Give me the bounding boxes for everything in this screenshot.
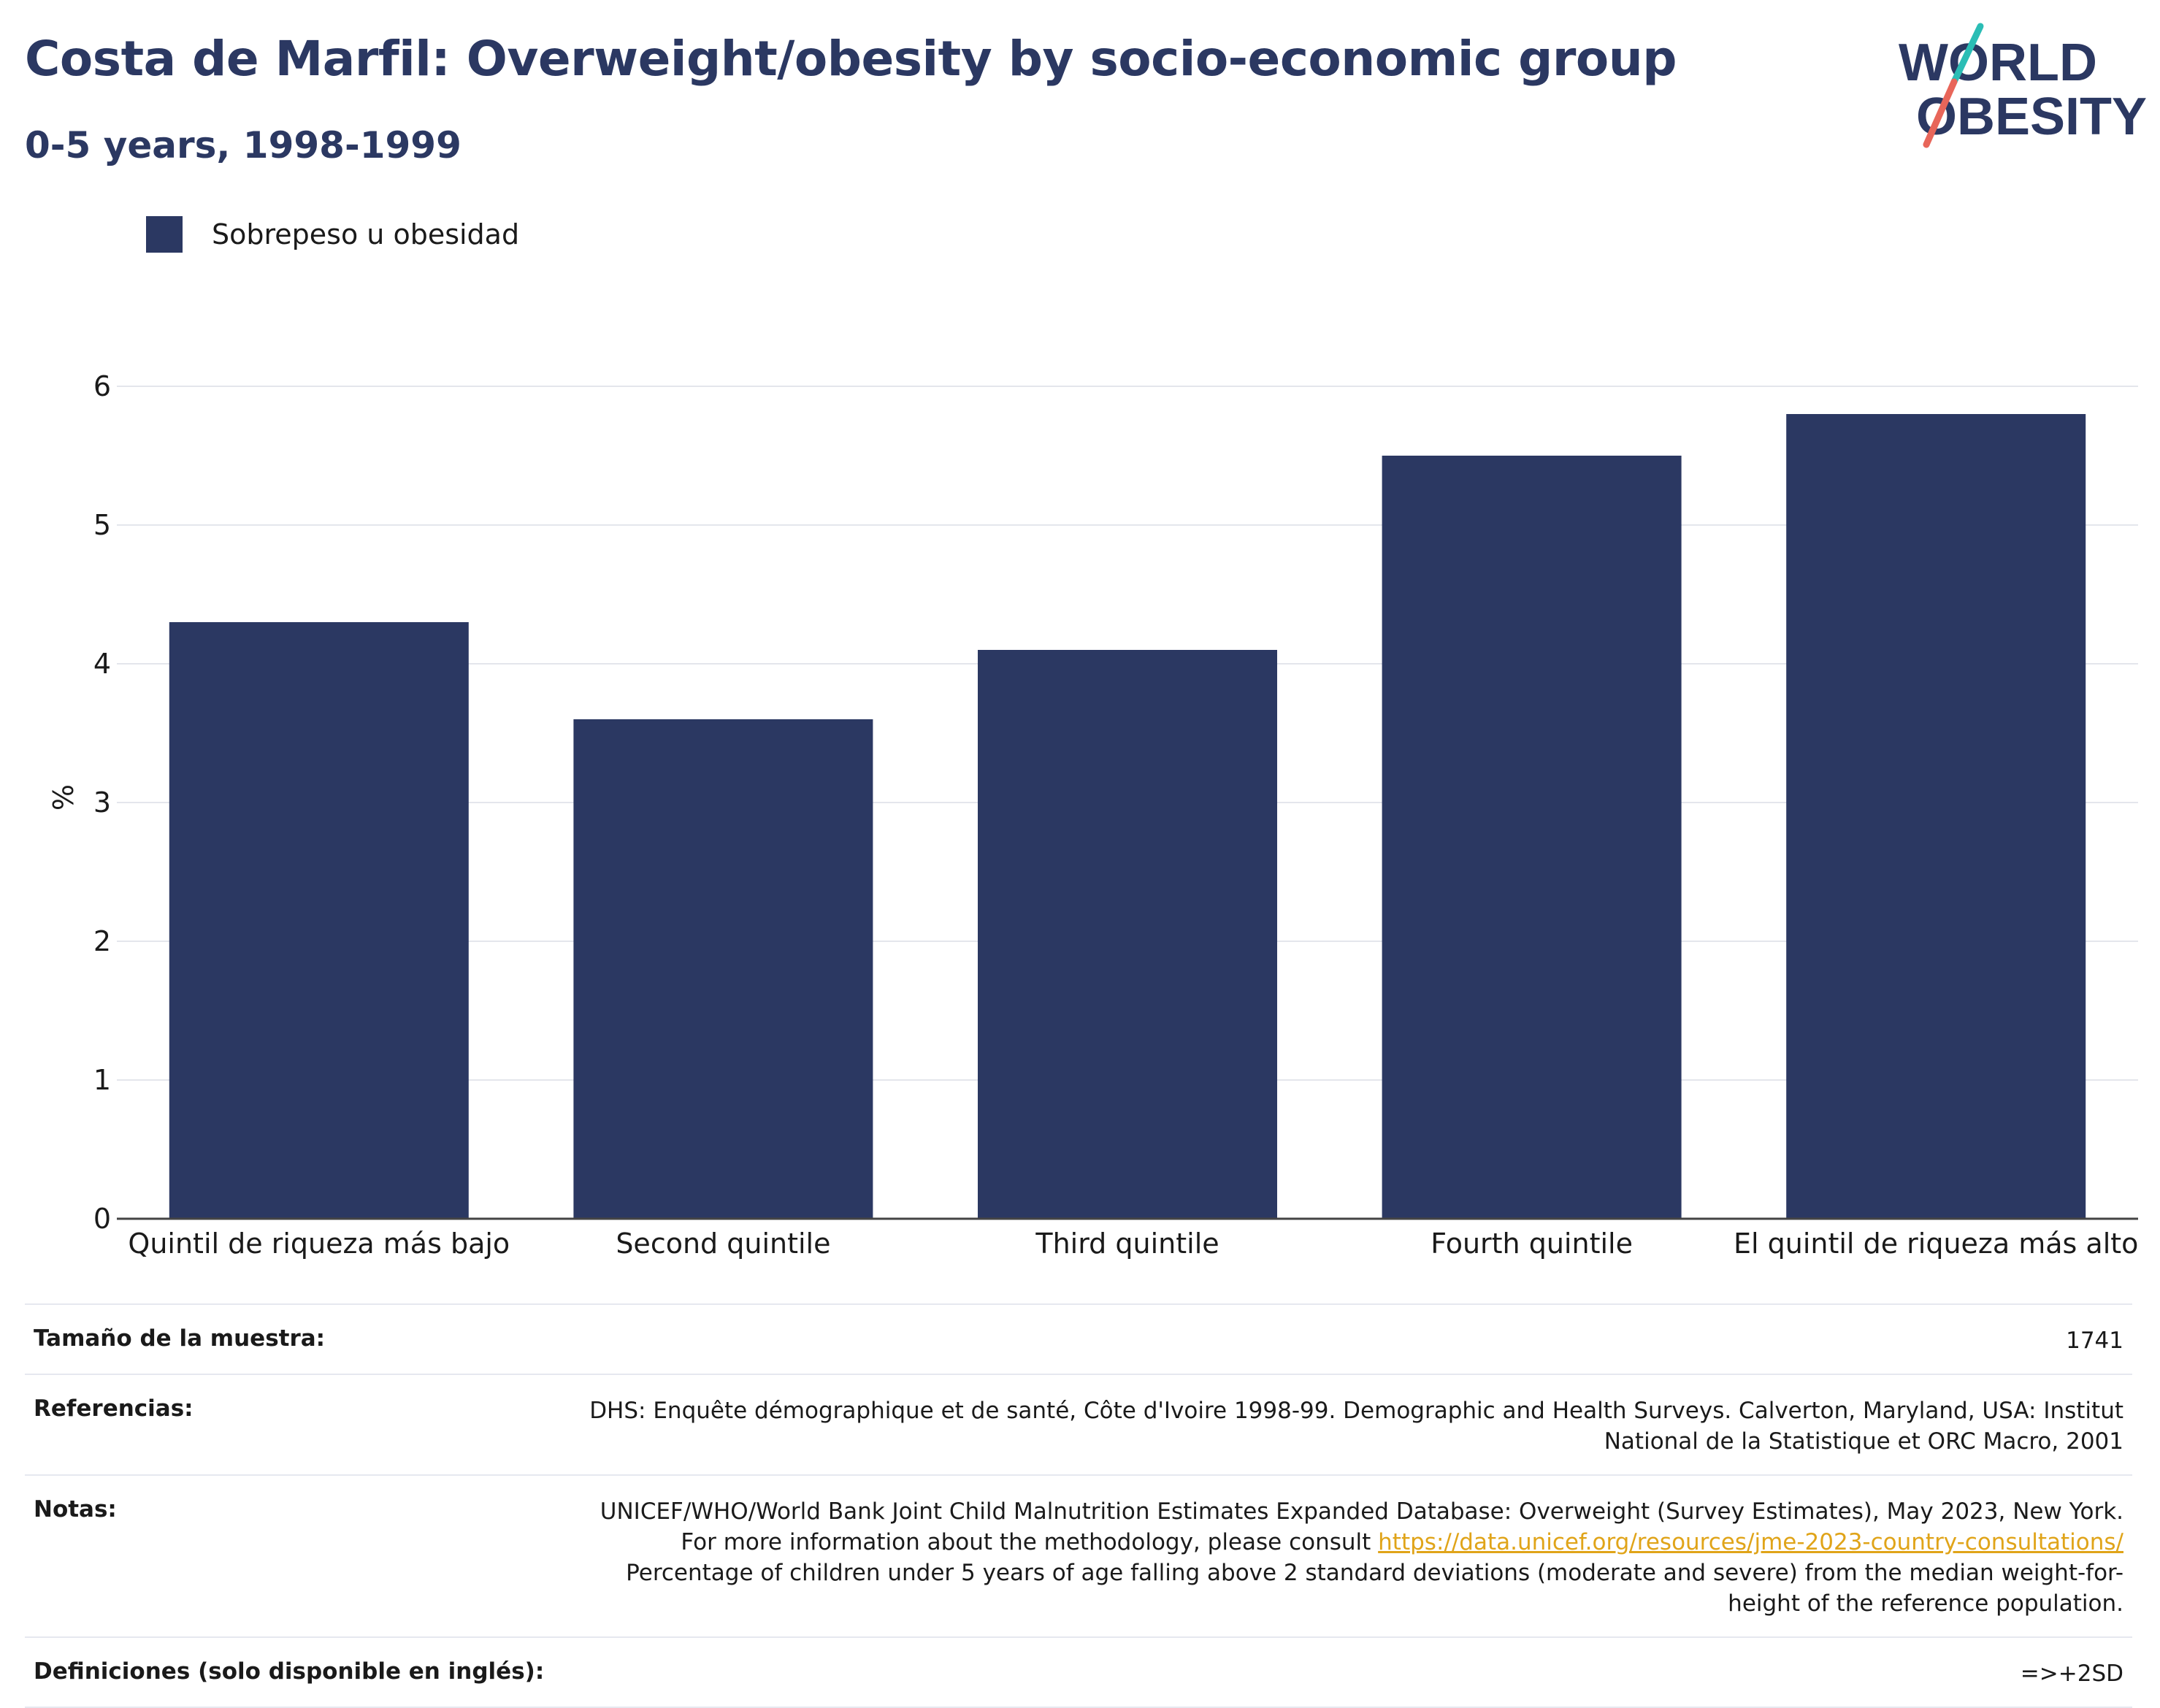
world-obesity-logo: WORLD OBESITY [1899, 23, 2147, 148]
x-tick-label: Third quintile [1035, 1228, 1219, 1260]
notes-text-1: UNICEF/WHO/World Bank Joint Child Malnut… [600, 1498, 2123, 1555]
bar [1786, 414, 2086, 1219]
sample-size-value: 1741 [2066, 1328, 2123, 1354]
y-axis-ticks: 0 1 2 3 4 5 6 [93, 370, 111, 1235]
meta-row-sample: Tamaño de la muestra: 1741 [25, 1303, 2132, 1374]
y-tick-label: 5 [93, 509, 111, 541]
y-tick-label: 0 [93, 1203, 111, 1235]
x-tick-label: El quintil de riqueza más alto [1734, 1228, 2138, 1260]
references-label: Referencias: [34, 1395, 194, 1422]
notes-text-2: Percentage of children under 5 years of … [626, 1560, 2123, 1617]
y-axis-label: % [46, 784, 78, 811]
legend-label: Sobrepeso u obesidad [212, 218, 520, 250]
logo-slash-coral [1923, 78, 1958, 148]
legend-swatch [146, 216, 183, 253]
meta-row-references: Referencias: DHS: Enquête démographique … [25, 1374, 2132, 1474]
legend: Sobrepeso u obesidad [146, 216, 519, 253]
bar [169, 622, 469, 1219]
metadata-table: Tamaño de la muestra: 1741 Referencias: … [25, 1303, 2132, 1708]
y-tick-label: 2 [93, 925, 111, 957]
notes-label: Notas: [34, 1496, 117, 1523]
definitions-value: =>+2SD [2020, 1661, 2123, 1687]
x-tick-label: Second quintile [616, 1228, 830, 1260]
logo-line2: OBESITY [1916, 88, 2147, 146]
chart-subtitle: 0-5 years, 1998-1999 [25, 124, 462, 166]
y-tick-label: 6 [93, 370, 111, 402]
logo-line1: WORLD [1899, 34, 2097, 92]
x-tick-label: Fourth quintile [1431, 1228, 1633, 1260]
bars [169, 414, 2086, 1219]
references-value: DHS: Enquête démographique et de santé, … [589, 1398, 2123, 1455]
bar-chart: 0 1 2 3 4 5 6 % Quintil de riqueza más bajo Sec… [46, 370, 2138, 1260]
y-tick-label: 4 [93, 648, 111, 680]
logo-slash-teal [1950, 23, 1984, 85]
y-tick-label: 1 [93, 1064, 111, 1096]
methodology-link[interactable]: https://data.unicef.org/resources/jme-20… [1378, 1529, 2123, 1555]
x-axis-labels: Quintil de riqueza más bajo Second quinti… [128, 1228, 2138, 1260]
sample-size-label: Tamaño de la muestra: [34, 1325, 326, 1352]
meta-row-definitions: Definiciones (solo disponible en inglés)… [25, 1636, 2132, 1708]
x-tick-label: Quintil de riqueza más bajo [128, 1228, 510, 1260]
bar [573, 719, 873, 1219]
notes-value: UNICEF/WHO/World Bank Joint Child Malnut… [589, 1496, 2123, 1619]
meta-row-notes: Notas: UNICEF/WHO/World Bank Joint Child… [25, 1474, 2132, 1636]
definitions-label: Definiciones (solo disponible en inglés)… [34, 1658, 545, 1685]
bar [978, 650, 1277, 1219]
chart-title: Costa de Marfil: Overweight/obesity by s… [25, 31, 1677, 87]
y-tick-label: 3 [93, 786, 111, 819]
bar [1382, 456, 1682, 1219]
